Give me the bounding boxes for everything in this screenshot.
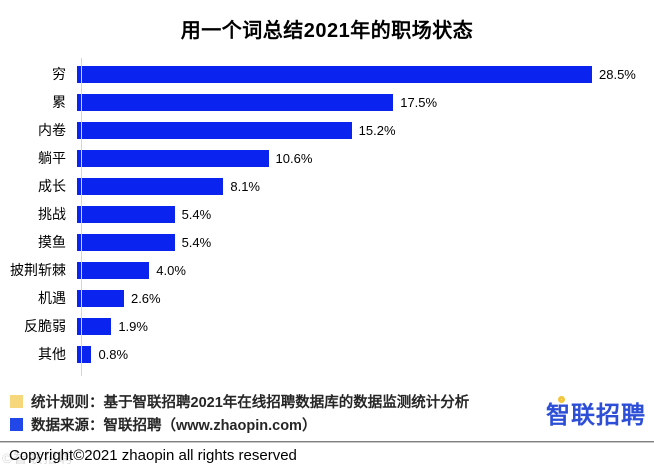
category-label: 躺平	[38, 150, 66, 166]
plot-area: 5.4%	[77, 233, 654, 251]
bar-row: 其他 0.8%	[0, 340, 654, 368]
value-label: 5.4%	[181, 234, 212, 250]
category-label: 累	[52, 94, 66, 110]
bar-row: 内卷 15.2%	[0, 116, 654, 144]
category-label: 成长	[38, 178, 66, 194]
plot-area: 28.5%	[77, 65, 654, 83]
bar	[77, 65, 592, 83]
bar	[77, 289, 124, 307]
plot-area: 1.9%	[77, 317, 654, 335]
value-label: 2.6%	[130, 290, 161, 306]
legend-swatch	[10, 395, 23, 408]
bar	[77, 205, 175, 223]
logo-yellow-circle-icon	[558, 396, 565, 403]
bar-row: 累 17.5%	[0, 88, 654, 116]
category-label: 摸鱼	[38, 234, 66, 250]
category-label: 其他	[38, 346, 66, 362]
plot-area: 4.0%	[77, 261, 654, 279]
bar	[77, 177, 224, 195]
bar	[77, 121, 352, 139]
divider-line	[0, 441, 654, 443]
chart-title: 用一个词总结2021年的职场状态	[180, 20, 474, 42]
legend-swatch	[10, 418, 23, 431]
value-label: 1.9%	[118, 318, 148, 334]
footer: 统计规则：基于智联招聘2021年在线招聘数据库的数据监测统计分析 数据来源：智联招…	[0, 390, 654, 436]
plot-area: 17.5%	[77, 93, 654, 111]
bar-row: 机遇 2.6%	[0, 284, 654, 312]
category-label: 反脆弱	[24, 318, 66, 334]
plot-area: 15.2%	[77, 121, 654, 139]
bar	[77, 233, 175, 251]
logo-text: 智联招聘	[546, 402, 646, 429]
bar-row: 摸鱼 5.4%	[0, 228, 654, 256]
footer-note: 统计规则：基于智联招聘2021年在线招聘数据库的数据监测统计分析	[10, 390, 654, 413]
footer-note-text: 数据来源：智联招聘（www.zhaopin.com）	[31, 418, 317, 434]
bar-chart: 穷 28.5% 累 17.5% 内卷 15.2% 躺平 10.6% 成长 8.1% 挑战 5.4% 摸鱼…	[0, 58, 654, 376]
value-label: 4.0%	[156, 262, 186, 278]
value-label: 5.4%	[181, 206, 212, 222]
infographic-page: 用一个词总结2021年的职场状态 穷 28.5% 累 17.5% 内卷 15.2% 躺平 10…	[0, 14, 654, 466]
bar-row: 挑战 5.4%	[0, 200, 654, 228]
category-label: 挑战	[38, 206, 66, 222]
bar-row: 躺平 10.6%	[0, 144, 654, 172]
category-label: 穷	[52, 66, 66, 82]
footer-note: 数据来源：智联招聘（www.zhaopin.com）	[10, 413, 654, 436]
plot-area: 5.4%	[77, 205, 654, 223]
value-label: 15.2%	[358, 122, 396, 138]
plot-area: 2.6%	[77, 289, 654, 307]
footer-notes: 统计规则：基于智联招聘2021年在线招聘数据库的数据监测统计分析 数据来源：智联招…	[0, 390, 654, 436]
value-label: 17.5%	[400, 94, 438, 110]
bar	[77, 93, 394, 111]
value-label: 8.1%	[230, 178, 260, 194]
bar-row: 成长 8.1%	[0, 172, 654, 200]
bar	[77, 317, 112, 335]
copyright-row: ©智联招聘 Copyright©2021 zhaopin all rights …	[0, 447, 654, 468]
y-axis-line	[81, 58, 82, 376]
zhaopin-logo: 智联招聘	[546, 395, 646, 429]
plot-area: 8.1%	[77, 177, 654, 195]
category-label: 披荆斩棘	[10, 262, 66, 278]
bar-row: 穷 28.5%	[0, 60, 654, 88]
value-label: 10.6%	[275, 150, 313, 166]
category-label: 机遇	[38, 290, 66, 306]
footer-note-text: 统计规则：基于智联招聘2021年在线招聘数据库的数据监测统计分析	[31, 395, 470, 411]
bar	[77, 149, 269, 167]
value-label: 28.5%	[599, 66, 636, 82]
bar	[77, 345, 92, 363]
category-label: 内卷	[38, 122, 66, 138]
bar-row: 披荆斩棘 4.0%	[0, 256, 654, 284]
bar	[77, 261, 150, 279]
copyright-text: Copyright©2021 zhaopin all rights reserv…	[9, 447, 297, 464]
plot-area: 0.8%	[77, 345, 654, 363]
bar-row: 反脆弱 1.9%	[0, 312, 654, 340]
value-label: 0.8%	[98, 346, 129, 362]
plot-area: 10.6%	[77, 149, 654, 167]
